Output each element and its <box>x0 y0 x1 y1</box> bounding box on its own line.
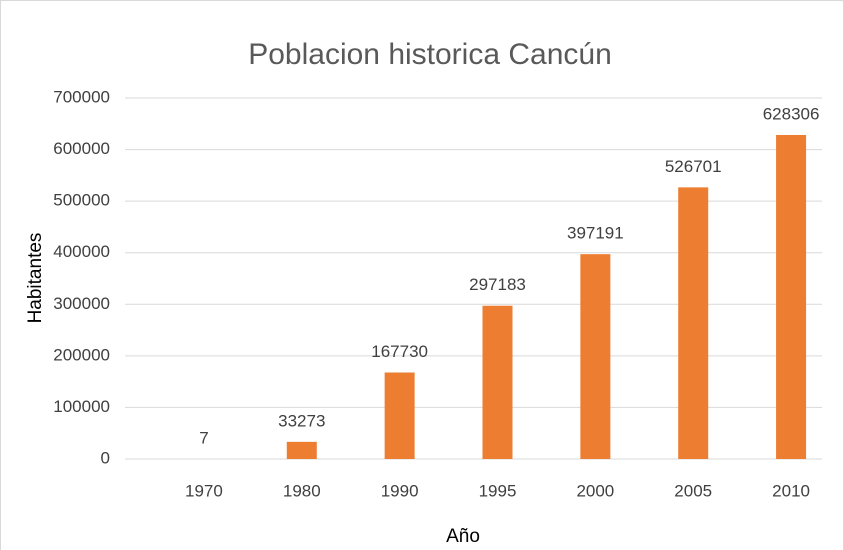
y-tick-label: 400000 <box>53 242 110 261</box>
y-axis-label: Habitantes <box>25 233 46 324</box>
data-label: 7 <box>199 428 208 447</box>
x-tick-label: 2000 <box>576 481 614 500</box>
x-tick-label: 1980 <box>283 481 321 500</box>
x-tick-label: 1995 <box>479 481 517 500</box>
y-tick-label: 500000 <box>53 191 110 210</box>
bar <box>384 372 415 459</box>
x-tick-label: 1970 <box>185 481 223 500</box>
data-label: 397191 <box>567 224 624 243</box>
y-tick-label: 0 <box>101 448 110 467</box>
data-label: 297183 <box>469 275 526 294</box>
x-axis-label: Año <box>446 526 480 547</box>
chart-title: Poblacion historica Cancún <box>248 38 612 71</box>
bar <box>678 187 709 459</box>
x-tick-label: 2005 <box>674 481 712 500</box>
x-tick-label: 2010 <box>772 481 810 500</box>
y-tick-label: 100000 <box>53 397 110 416</box>
data-label: 167730 <box>371 342 428 361</box>
x-tick-label: 1990 <box>381 481 419 500</box>
y-tick-label: 700000 <box>53 87 110 106</box>
y-tick-label: 300000 <box>53 294 110 313</box>
y-tick-label: 600000 <box>53 139 110 158</box>
bar <box>776 134 807 459</box>
bar <box>286 441 317 459</box>
bar <box>482 305 513 459</box>
y-tick-label: 200000 <box>53 345 110 364</box>
data-label: 33273 <box>278 411 325 430</box>
bar <box>580 254 611 459</box>
data-label: 526701 <box>665 157 722 176</box>
data-label: 628306 <box>763 104 820 123</box>
